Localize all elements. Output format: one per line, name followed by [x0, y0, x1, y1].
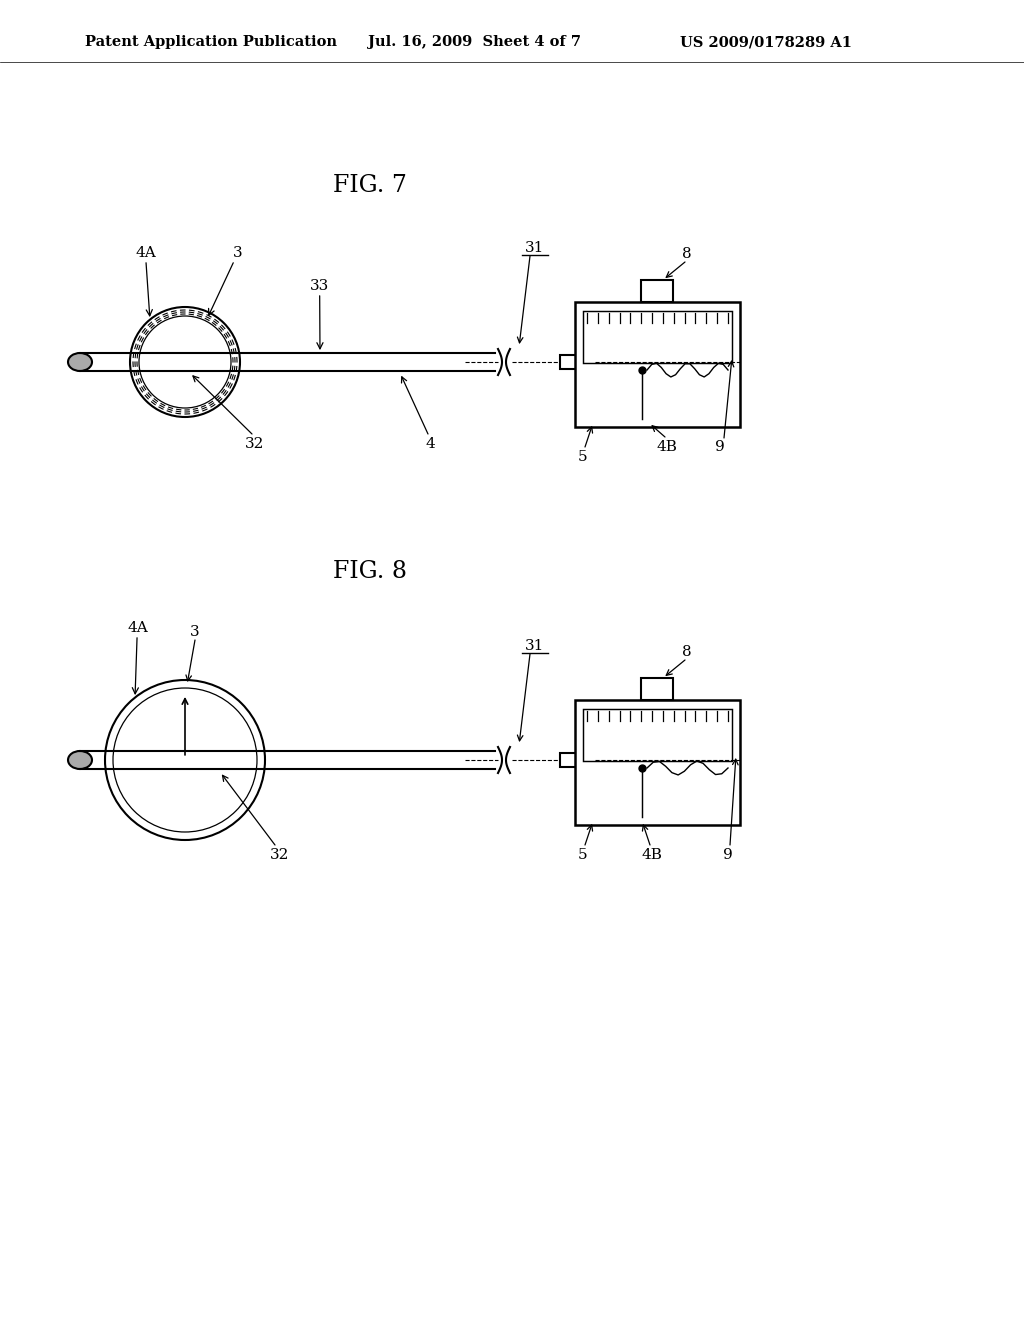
FancyBboxPatch shape — [641, 280, 673, 302]
Text: FIG. 7: FIG. 7 — [333, 173, 407, 197]
Text: 4B: 4B — [656, 440, 678, 454]
FancyBboxPatch shape — [641, 678, 673, 700]
Text: 4: 4 — [425, 437, 435, 451]
FancyBboxPatch shape — [575, 302, 740, 426]
FancyBboxPatch shape — [583, 312, 732, 363]
Text: 8: 8 — [682, 247, 692, 261]
Text: 9: 9 — [723, 847, 733, 862]
Text: 3: 3 — [190, 624, 200, 639]
Text: US 2009/0178289 A1: US 2009/0178289 A1 — [680, 36, 852, 49]
Text: 32: 32 — [270, 847, 290, 862]
Text: 31: 31 — [525, 242, 545, 255]
FancyBboxPatch shape — [560, 355, 595, 370]
Text: 3: 3 — [209, 246, 243, 315]
Text: Jul. 16, 2009  Sheet 4 of 7: Jul. 16, 2009 Sheet 4 of 7 — [368, 36, 581, 49]
Text: Patent Application Publication: Patent Application Publication — [85, 36, 337, 49]
Text: 32: 32 — [246, 437, 264, 451]
Text: 31: 31 — [525, 639, 545, 653]
FancyBboxPatch shape — [583, 709, 732, 762]
Text: 5: 5 — [579, 847, 588, 862]
Text: 5: 5 — [579, 450, 588, 465]
FancyBboxPatch shape — [575, 700, 740, 825]
Ellipse shape — [68, 751, 92, 770]
Text: 8: 8 — [682, 645, 692, 659]
Text: 4B: 4B — [642, 847, 663, 862]
FancyBboxPatch shape — [560, 752, 595, 767]
Text: 9: 9 — [715, 440, 725, 454]
Text: 4A: 4A — [127, 620, 147, 694]
Text: FIG. 8: FIG. 8 — [333, 561, 407, 583]
Text: 33: 33 — [310, 279, 330, 348]
Text: 4A: 4A — [135, 246, 156, 315]
Ellipse shape — [68, 352, 92, 371]
